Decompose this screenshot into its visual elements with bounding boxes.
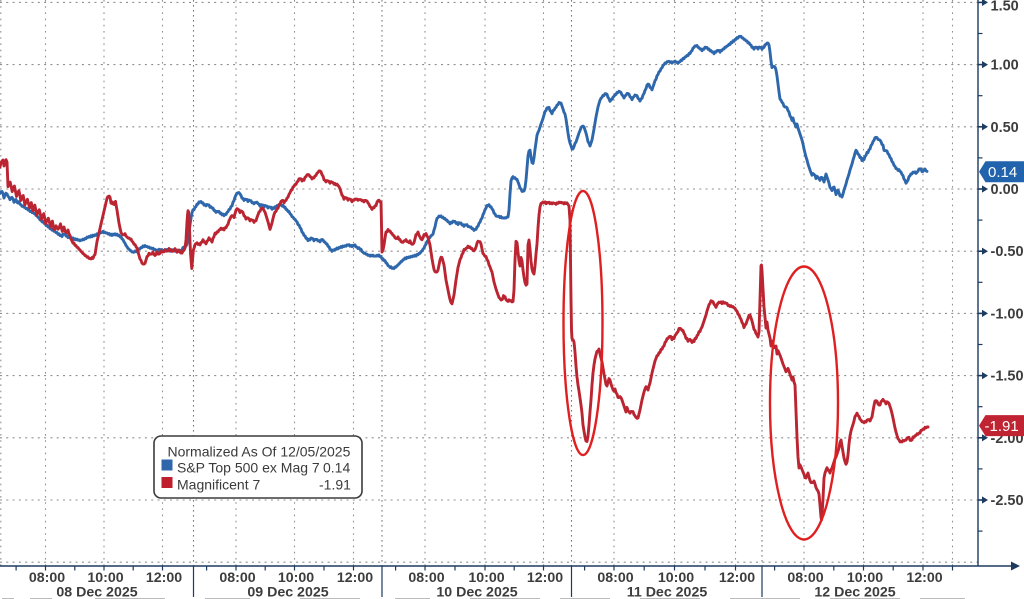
svg-text:08:00: 08:00 bbox=[408, 570, 444, 586]
svg-text:0.00: 0.00 bbox=[991, 182, 1019, 198]
svg-text:10:00: 10:00 bbox=[87, 570, 123, 586]
svg-text:08:00: 08:00 bbox=[29, 570, 65, 586]
svg-text:-1.91: -1.91 bbox=[985, 418, 1019, 435]
svg-text:12:00: 12:00 bbox=[906, 570, 942, 586]
svg-text:10 Dec 2025: 10 Dec 2025 bbox=[436, 585, 517, 599]
svg-text:0.14: 0.14 bbox=[988, 164, 1017, 181]
svg-text:08:00: 08:00 bbox=[787, 570, 823, 586]
svg-text:-1.50: -1.50 bbox=[991, 369, 1024, 385]
svg-text:08:00: 08:00 bbox=[219, 570, 255, 586]
svg-text:10:00: 10:00 bbox=[278, 570, 314, 586]
svg-text:10:00: 10:00 bbox=[847, 570, 883, 586]
svg-text:-0.50: -0.50 bbox=[991, 244, 1024, 260]
svg-text:12:00: 12:00 bbox=[527, 570, 563, 586]
svg-text:1.50: 1.50 bbox=[991, 0, 1019, 15]
svg-text:Magnificent 7: Magnificent 7 bbox=[177, 477, 260, 493]
svg-text:0.50: 0.50 bbox=[991, 120, 1019, 136]
svg-text:12:00: 12:00 bbox=[146, 570, 182, 586]
svg-text:09 Dec 2025: 09 Dec 2025 bbox=[247, 585, 328, 599]
svg-text:10:00: 10:00 bbox=[468, 570, 504, 586]
svg-text:12:00: 12:00 bbox=[719, 570, 755, 586]
svg-text:11 Dec 2025: 11 Dec 2025 bbox=[627, 585, 708, 599]
svg-text:1.00: 1.00 bbox=[991, 58, 1019, 74]
svg-text:12:00: 12:00 bbox=[337, 570, 373, 586]
svg-text:Normalized As Of 12/05/2025: Normalized As Of 12/05/2025 bbox=[168, 444, 351, 460]
svg-text:08:00: 08:00 bbox=[597, 570, 633, 586]
svg-text:0.14: 0.14 bbox=[323, 460, 350, 476]
svg-text:S&P Top 500 ex Mag 7: S&P Top 500 ex Mag 7 bbox=[177, 460, 320, 476]
svg-text:-1.91: -1.91 bbox=[319, 477, 351, 493]
svg-text:10:00: 10:00 bbox=[658, 570, 694, 586]
svg-text:12 Dec 2025: 12 Dec 2025 bbox=[814, 585, 895, 599]
svg-text:-1.00: -1.00 bbox=[991, 306, 1024, 322]
svg-text:-2.50: -2.50 bbox=[991, 493, 1024, 509]
svg-text:08 Dec 2025: 08 Dec 2025 bbox=[56, 585, 137, 599]
